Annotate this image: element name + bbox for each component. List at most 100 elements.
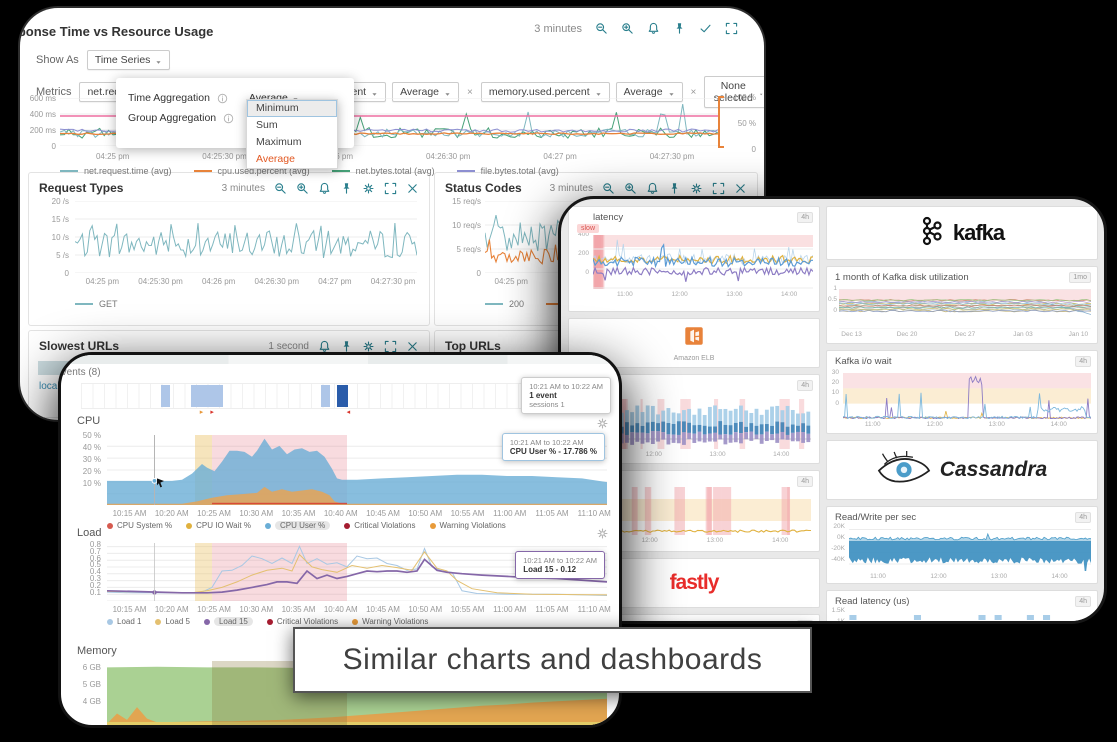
legend-item[interactable]: 200 [485,299,524,309]
pin-icon[interactable] [340,182,353,195]
time-window-badge[interactable]: 1mo [1069,272,1091,283]
show-as-select[interactable]: Time Series [86,50,171,70]
legend-item[interactable]: file.bytes.total (avg) [456,166,559,176]
legend-item[interactable]: Warning Violations [352,617,428,626]
zoom-in-icon[interactable] [296,182,309,195]
legend-swatch [344,522,351,529]
aggregation-option[interactable]: Average [256,153,295,165]
pin-icon[interactable] [673,22,686,35]
legend-item[interactable]: CPU User % [264,521,331,530]
fullscreen-icon[interactable] [384,340,397,353]
fullscreen-icon[interactable] [725,22,738,35]
time-window-badge[interactable]: 4h [1075,596,1091,607]
events-count-label: Events (8) [58,367,101,378]
aggregation-option[interactable]: Maximum [256,136,302,148]
alert-bell-icon[interactable] [647,22,660,35]
legend-label: Load 1 [117,617,142,626]
close-icon[interactable] [406,182,419,195]
aggregation-option[interactable]: Minimum [247,100,337,117]
event-bar[interactable] [321,385,331,407]
fullscreen-icon[interactable] [384,182,397,195]
fullscreen-icon[interactable] [712,182,725,195]
aggregation-select[interactable]: Average [615,82,683,102]
legend-item[interactable]: Warning Violations [429,521,506,530]
read-latency-heatmap[interactable] [849,611,1091,621]
event-marker-icon[interactable]: ▸ [199,409,204,416]
tooltip-range: 10:21 AM to 10:22 AM [529,382,603,391]
event-bar[interactable] [336,385,348,407]
zoom-out-icon[interactable] [274,182,287,195]
latency-panel: latency 4h slow 400 200 0 11:00 12:00 13:00 14… [568,206,820,312]
close-icon[interactable] [734,182,747,195]
zoom-in-icon[interactable] [624,182,637,195]
legend-item[interactable]: cpu.used.percent (avg) [193,166,310,176]
slow-status-badge: slow [577,224,600,233]
metric-select[interactable]: None selected [704,76,764,108]
event-bar[interactable] [161,385,171,407]
time-window-badge[interactable]: 4h [797,620,813,621]
time-window-badge[interactable]: 4h [1075,512,1091,523]
event-bar[interactable] [198,385,208,407]
pin-icon[interactable] [340,340,353,353]
axis-tick-label: 10 % [82,478,101,488]
event-marker-icon[interactable]: ▸ [210,409,214,416]
legend-item[interactable]: net.request.time (avg) [60,166,172,176]
gear-icon[interactable] [596,417,609,430]
events-timeline[interactable] [81,383,603,409]
cpu-chart[interactable] [107,435,607,505]
legend-item[interactable]: GET [75,299,118,309]
check-icon[interactable] [699,22,712,35]
axis-tick-label: 14:00 [780,291,798,298]
close-icon[interactable] [406,340,419,353]
time-window-badge[interactable]: 4h [797,212,813,223]
request-types-chart[interactable] [75,201,417,273]
chart-legend: GET [75,299,118,309]
axis-tick-label: 5 req/s [456,245,481,254]
event-bar[interactable] [206,385,216,407]
axis-tick-label: 04:25:30 pm [202,152,247,161]
legend-item[interactable]: Critical Violations [266,617,338,626]
aggregation-option[interactable]: Sum [256,119,278,131]
kafka-io-wait-chart[interactable] [843,373,1091,419]
gear-icon[interactable] [362,340,375,353]
alert-bell-icon[interactable] [318,182,331,195]
legend-item[interactable]: CPU IO Wait % [186,521,251,530]
time-window-badge[interactable]: 4h [797,380,813,391]
time-window-badge[interactable]: 4h [797,476,813,487]
legend-item[interactable]: CPU System % [107,521,172,530]
zoom-out-icon[interactable] [602,182,615,195]
event-bar[interactable] [190,385,200,407]
event-marker-icon[interactable]: ◂ [346,409,351,416]
axis-tick-label: 12:00 [641,537,658,544]
legend-label: CPU IO Wait % [196,521,251,530]
read-write-chart[interactable] [849,527,1091,571]
remove-metric-icon[interactable]: × [690,86,697,98]
time-range-label: 3 minutes [534,22,582,35]
axis-tick-label: 14:00 [772,537,789,544]
legend-item[interactable]: Critical Violations [344,521,416,530]
time-window-badge[interactable]: 4h [1075,356,1091,367]
legend-item[interactable]: Load 1 [107,617,141,626]
event-bar[interactable] [214,385,224,407]
aggregation-select[interactable]: Average [392,82,459,102]
pin-icon[interactable] [668,182,681,195]
legend-label: net.bytes.total (avg) [355,166,435,176]
zoom-in-icon[interactable] [621,22,634,35]
zoom-out-icon[interactable] [595,22,608,35]
remove-metric-icon[interactable]: × [467,86,473,98]
axis-tick-label: 0K [837,534,845,541]
legend-item[interactable]: Load 15 [203,617,253,626]
gear-icon[interactable] [690,182,703,195]
gear-icon[interactable] [596,527,609,540]
legend-item[interactable]: net.bytes.total (avg) [331,166,435,176]
load-chart[interactable] [107,543,607,601]
metric-select[interactable]: memory.used.percent [480,82,610,102]
alert-bell-icon[interactable] [646,182,659,195]
gear-icon[interactable] [362,182,375,195]
latency-chart[interactable] [593,235,813,289]
legend-item[interactable]: Load 5 [155,617,190,626]
band-chart[interactable] [577,487,811,535]
kafka-disk-utilization-chart[interactable] [839,289,1091,329]
alert-bell-icon[interactable] [318,340,331,353]
